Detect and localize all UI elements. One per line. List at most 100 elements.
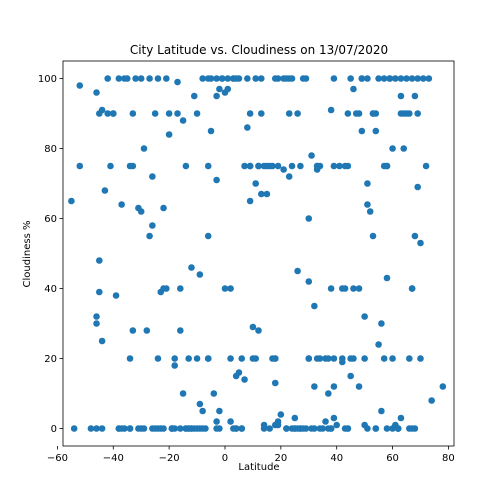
data-point <box>392 421 399 429</box>
data-point <box>389 355 396 362</box>
data-point <box>101 187 109 194</box>
data-point <box>224 85 232 93</box>
data-point <box>380 355 388 362</box>
data-point <box>330 355 338 362</box>
data-point <box>313 355 321 362</box>
data-point <box>238 355 246 362</box>
data-point <box>129 327 137 334</box>
data-point <box>213 75 220 82</box>
data-point <box>414 75 421 82</box>
data-point <box>285 173 293 180</box>
data-point <box>76 82 84 89</box>
data-point <box>126 355 134 362</box>
data-point <box>93 425 100 432</box>
data-point <box>257 75 265 82</box>
data-point <box>392 75 399 82</box>
data-point <box>238 425 246 432</box>
data-point <box>196 400 204 408</box>
data-point <box>330 383 338 390</box>
data-point <box>372 425 380 432</box>
data-point <box>230 75 237 82</box>
data-point <box>216 407 223 415</box>
data-point <box>383 162 391 170</box>
data-point <box>252 75 260 82</box>
data-point <box>137 425 145 432</box>
data-point <box>406 355 413 362</box>
data-point <box>369 232 377 240</box>
data-point <box>364 180 371 187</box>
data-point <box>358 75 366 82</box>
data-point <box>154 75 162 82</box>
data-point <box>204 355 212 362</box>
data-point <box>271 75 279 82</box>
data-point <box>118 201 125 208</box>
data-point <box>291 425 299 432</box>
data-point <box>204 232 212 240</box>
data-point <box>397 110 405 117</box>
data-point <box>199 75 206 82</box>
data-point <box>146 75 153 82</box>
data-point <box>347 372 354 380</box>
data-point <box>168 425 176 432</box>
data-point <box>107 162 114 170</box>
data-point <box>185 355 192 362</box>
data-point <box>313 166 321 173</box>
data-point <box>316 425 324 432</box>
data-point <box>308 152 315 159</box>
data-point <box>218 75 226 82</box>
data-point <box>221 285 229 292</box>
data-point <box>439 383 447 390</box>
data-point <box>383 425 391 432</box>
data-point <box>210 390 218 397</box>
data-point <box>93 313 100 320</box>
data-point <box>137 75 145 82</box>
data-point <box>400 145 408 152</box>
data-point <box>246 162 254 170</box>
data-point <box>160 425 167 432</box>
data-point <box>135 204 142 212</box>
data-point <box>177 327 184 334</box>
data-point <box>213 418 220 425</box>
data-point <box>383 274 391 282</box>
data-point <box>288 162 296 170</box>
data-point <box>266 162 273 170</box>
data-point <box>325 355 332 362</box>
data-point <box>96 288 103 296</box>
data-point <box>126 162 134 170</box>
data-point <box>96 257 103 264</box>
data-point <box>115 425 123 432</box>
x-tick-label: 0 <box>222 453 228 464</box>
data-point <box>311 383 318 390</box>
data-point <box>204 75 212 82</box>
data-point <box>341 162 349 170</box>
data-point <box>422 162 430 170</box>
data-point <box>76 162 84 170</box>
data-point <box>408 75 416 82</box>
data-point <box>327 425 335 432</box>
y-tick-label: 60 <box>44 214 57 225</box>
data-point <box>419 75 427 82</box>
data-point <box>174 78 181 86</box>
data-point <box>338 285 346 292</box>
data-point <box>322 418 329 425</box>
data-point <box>386 75 394 82</box>
x-axis: −60 −40 −20 0 20 40 60 80 <box>47 446 455 464</box>
data-point <box>115 75 123 82</box>
y-tick-label: 0 <box>51 424 57 435</box>
data-point <box>224 75 232 82</box>
data-point <box>361 313 368 320</box>
data-point <box>246 110 254 117</box>
data-point <box>411 232 419 240</box>
data-point <box>140 145 148 152</box>
data-point <box>109 110 117 117</box>
data-point <box>361 421 368 429</box>
data-point <box>283 425 290 432</box>
data-point <box>397 414 405 422</box>
data-point <box>149 173 156 180</box>
data-point <box>269 355 276 362</box>
data-point <box>216 85 223 93</box>
x-tick-label: −40 <box>103 453 124 464</box>
data-point <box>361 355 368 362</box>
y-tick-label: 40 <box>44 284 57 295</box>
